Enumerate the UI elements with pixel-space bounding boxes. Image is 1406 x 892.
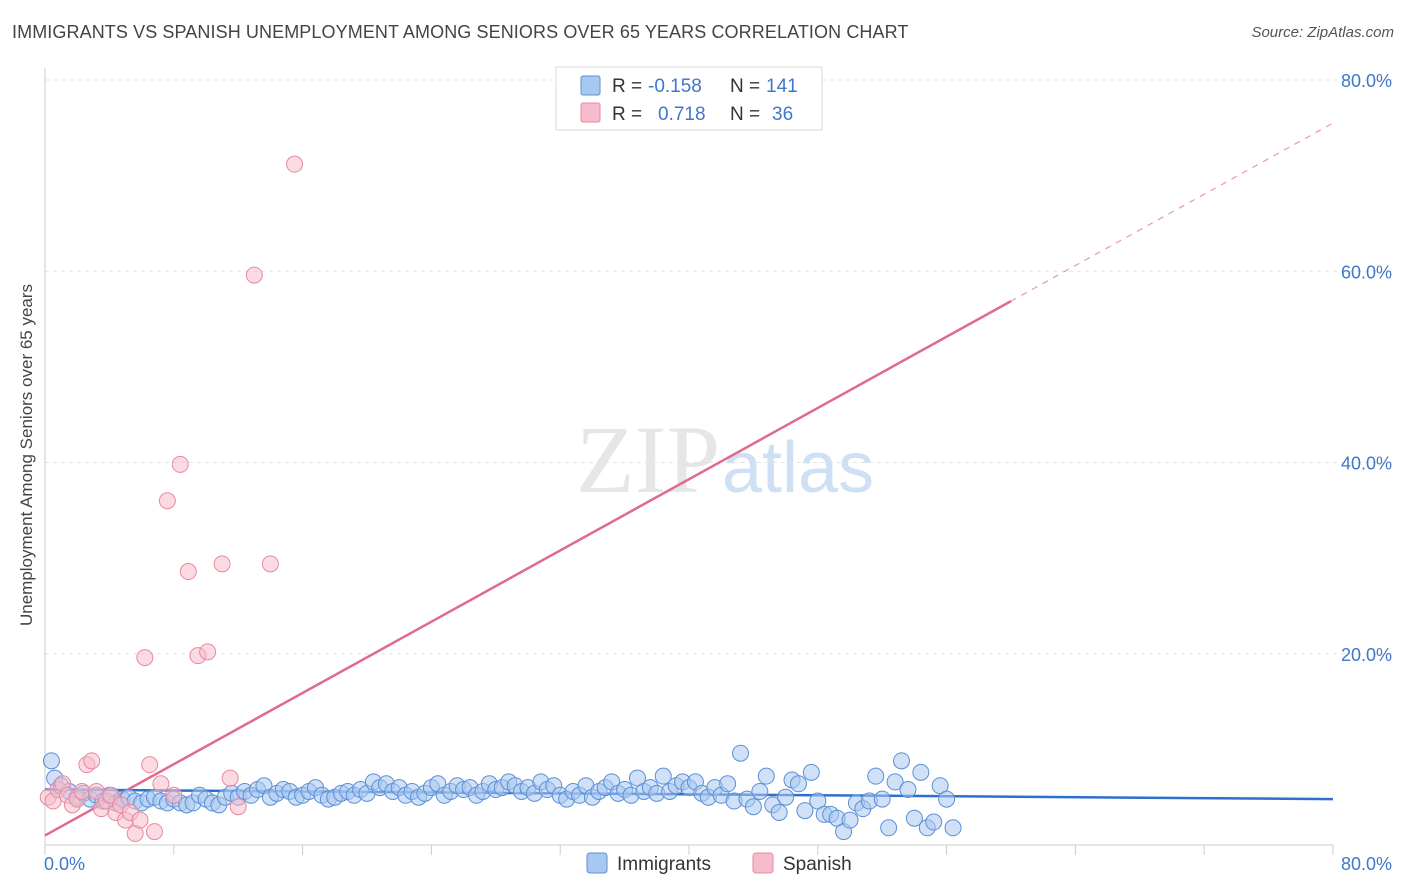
spanish-point xyxy=(136,649,154,667)
spanish-point xyxy=(145,823,163,841)
x-tick-label: 0.0% xyxy=(44,854,85,874)
spanish-point xyxy=(158,492,176,510)
spanish-point xyxy=(199,643,217,661)
immigrants-point xyxy=(893,752,911,770)
legend-n-value-spanish: 36 xyxy=(772,104,793,125)
immigrants-point xyxy=(732,744,750,762)
x-tick-label: 80.0% xyxy=(1341,854,1392,874)
immigrants-point xyxy=(789,775,807,793)
spanish-point xyxy=(286,155,304,173)
spanish-point xyxy=(261,555,279,573)
immigrants-point xyxy=(886,773,904,791)
legend-n-label-spanish: N = xyxy=(730,104,760,125)
legend-n-label-immigrants: N = xyxy=(730,76,760,97)
legend-spanish-swatch xyxy=(752,852,774,874)
immigrants-point xyxy=(944,819,962,837)
chart-source: Source: ZipAtlas.com xyxy=(1251,24,1394,41)
immigrants-point xyxy=(757,767,775,785)
spanish-point xyxy=(179,563,197,581)
spanish-point xyxy=(152,775,170,793)
immigrants-point xyxy=(873,790,891,808)
spanish-point xyxy=(165,786,183,804)
trend-lines xyxy=(44,122,1334,837)
spanish-trend-line-extrapolated xyxy=(1010,122,1334,302)
y-tick-label: 60.0% xyxy=(1341,262,1392,282)
data-points xyxy=(39,155,962,843)
immigrants-point xyxy=(802,763,820,781)
y-tick-label: 40.0% xyxy=(1341,454,1392,474)
correlation-legend: R = -0.158 N = 141 R = 0.718 N = 36 xyxy=(555,66,823,131)
spanish-point xyxy=(73,782,91,800)
immigrants-point xyxy=(912,763,930,781)
series-legend: Immigrants Spanish xyxy=(586,852,852,875)
legend-r-label-immigrants: R = xyxy=(612,76,642,97)
spanish-point xyxy=(131,811,149,829)
spanish-point xyxy=(229,798,247,816)
immigrants-point xyxy=(880,819,898,837)
immigrants-point xyxy=(719,775,737,793)
immigrants-point xyxy=(841,811,859,829)
legend-r-value-spanish: 0.718 xyxy=(658,104,706,125)
y-tick-label: 20.0% xyxy=(1341,645,1392,665)
spanish-point xyxy=(83,752,101,770)
y-tick-label: 80.0% xyxy=(1341,71,1392,91)
spanish-point xyxy=(221,769,239,787)
legend-immigrants-label: Immigrants xyxy=(617,854,711,875)
immigrants-point xyxy=(744,798,762,816)
watermark-atlas: atlas xyxy=(722,428,874,508)
immigrants-point xyxy=(777,788,795,806)
legend-swatch-immigrants xyxy=(580,75,601,96)
immigrants-point xyxy=(654,767,672,785)
gridlines xyxy=(45,79,1392,655)
spanish-point xyxy=(213,555,231,573)
legend-immigrants-swatch xyxy=(586,852,608,874)
legend-r-value-immigrants: -0.158 xyxy=(648,76,702,97)
immigrants-point xyxy=(925,813,943,831)
immigrants-point xyxy=(770,803,788,821)
immigrants-point xyxy=(867,767,885,785)
legend-n-value-immigrants: 141 xyxy=(766,76,798,97)
spanish-point xyxy=(141,756,159,774)
watermark-zip: ZIP xyxy=(576,406,720,513)
spanish-trend-line xyxy=(44,300,1012,837)
immigrants-point xyxy=(899,781,917,799)
chart-title: IMMIGRANTS VS SPANISH UNEMPLOYMENT AMONG… xyxy=(12,22,909,42)
immigrants-point xyxy=(796,802,814,820)
immigrants-point xyxy=(938,790,956,808)
axes xyxy=(44,68,1334,855)
spanish-point xyxy=(171,455,189,473)
immigrants-point xyxy=(42,752,60,770)
legend-spanish-label: Spanish xyxy=(783,854,852,875)
immigrants-point xyxy=(905,809,923,827)
spanish-point xyxy=(245,266,263,284)
immigrants-point xyxy=(751,782,769,800)
legend-swatch-spanish xyxy=(580,102,601,123)
tick-labels: 20.0% 40.0% 60.0% 80.0% 0.0% 80.0% xyxy=(44,71,1392,874)
legend-r-label-spanish: R = xyxy=(612,104,642,125)
